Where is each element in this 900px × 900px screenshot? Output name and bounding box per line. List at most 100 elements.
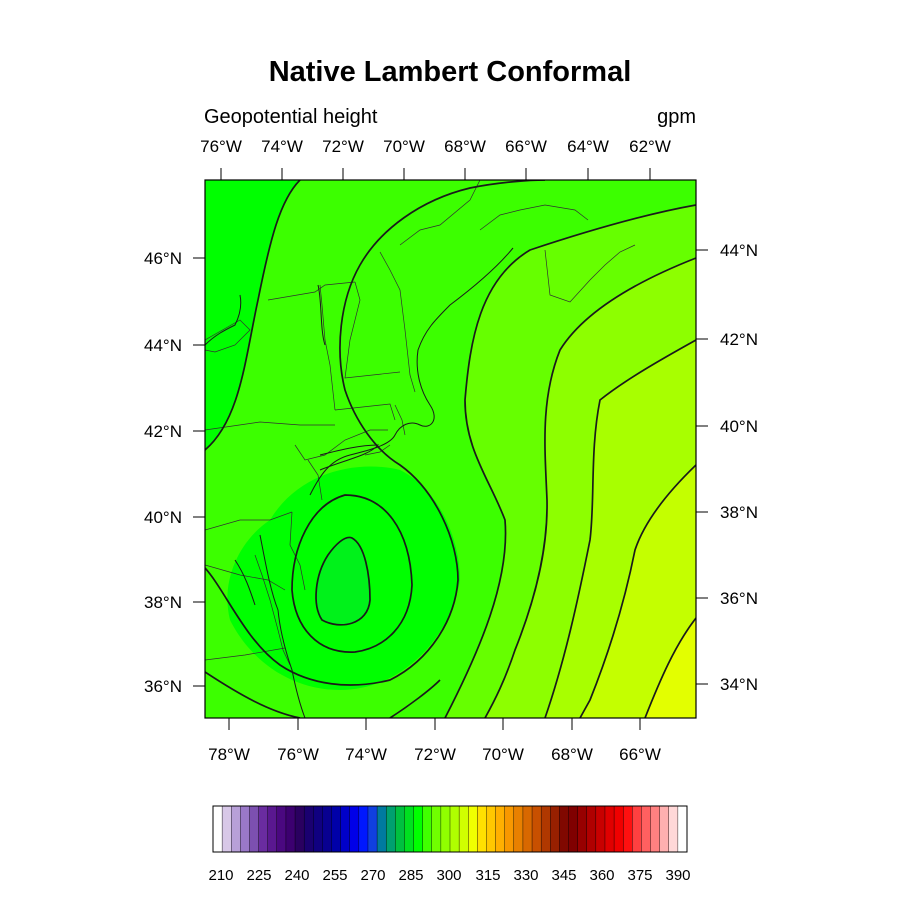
- colorbar-label: 300: [436, 867, 461, 884]
- lon-label: 74°W: [261, 137, 303, 156]
- colorbar-box: [258, 805, 269, 853]
- lon-label: 78°W: [208, 745, 250, 764]
- colorbar-box: [440, 805, 451, 853]
- colorbar-box: [604, 805, 615, 853]
- lat-label: 42°N: [720, 330, 758, 349]
- lat-label: 36°N: [144, 677, 182, 696]
- colorbar-box: [331, 805, 342, 853]
- colorbar-label: 345: [551, 867, 576, 884]
- band-8: [645, 618, 696, 718]
- colorbar-box: [531, 805, 542, 853]
- colorbar-box: [559, 805, 570, 853]
- lon-label: 66°W: [619, 745, 661, 764]
- colorbar-box: [376, 805, 387, 853]
- colorbar-box: [413, 805, 424, 853]
- colorbar-box: [632, 805, 642, 853]
- colorbar-box: [431, 805, 442, 853]
- lat-label: 42°N: [144, 422, 182, 441]
- bottom-lon-labels: 78°W 76°W 74°W 72°W 70°W 68°W 66°W: [208, 745, 661, 764]
- colorbar-box: [522, 805, 533, 853]
- colorbar-box: [577, 805, 588, 853]
- plot-title: Native Lambert Conformal: [268, 56, 632, 88]
- lon-label: 70°W: [383, 137, 425, 156]
- boundaries: [205, 180, 636, 666]
- colorbar-box: [504, 805, 515, 853]
- variable-name: Geopotential height: [204, 106, 378, 128]
- colorbar-label: 375: [627, 867, 652, 884]
- lat-label: 34°N: [720, 675, 758, 694]
- lon-label: 64°W: [567, 137, 609, 156]
- lon-label: 62°W: [629, 137, 671, 156]
- colorbar-label: 270: [360, 867, 385, 884]
- lat-label: 40°N: [144, 508, 182, 527]
- colorbar-box: [294, 805, 305, 853]
- colorbar-box: [313, 805, 323, 853]
- colorbar-box: [458, 805, 469, 853]
- colorbar-box: [641, 805, 652, 853]
- colorbar-label: 330: [513, 867, 538, 884]
- colorbar-label: 210: [208, 867, 233, 884]
- lat-label: 36°N: [720, 589, 758, 608]
- colorbar-box: [404, 805, 415, 853]
- lat-label: 44°N: [720, 241, 758, 260]
- colorbar: [212, 805, 688, 853]
- colorbar-box: [267, 805, 278, 853]
- colorbar-box: [550, 805, 560, 853]
- axis-ticks: [193, 168, 708, 730]
- lon-label: 76°W: [200, 137, 242, 156]
- colorbar-box: [322, 805, 332, 853]
- colorbar-label: 240: [284, 867, 309, 884]
- left-lat-labels: 46°N 44°N 42°N 40°N 38°N 36°N: [144, 249, 182, 696]
- lon-label: 76°W: [277, 745, 319, 764]
- lon-label: 66°W: [505, 137, 547, 156]
- lon-label: 72°W: [322, 137, 364, 156]
- colorbar-box: [540, 805, 551, 853]
- lon-label: 72°W: [414, 745, 456, 764]
- colorbar-box: [249, 805, 260, 853]
- colorbar-label: 315: [475, 867, 500, 884]
- lat-label: 44°N: [144, 336, 182, 355]
- colorbar-box: [486, 805, 497, 853]
- lon-label: 68°W: [551, 745, 593, 764]
- colorbar-box: [650, 805, 661, 853]
- colorbar-box: [449, 805, 460, 853]
- colorbar-box: [212, 805, 223, 853]
- colorbar-box: [422, 805, 433, 853]
- colorbar-box: [468, 805, 478, 853]
- map-frame: [204, 179, 697, 719]
- colorbar-box: [340, 805, 351, 853]
- colorbar-frame: [212, 805, 688, 853]
- colorbar-box: [367, 805, 378, 853]
- lon-label: 68°W: [444, 137, 486, 156]
- band-1-inner: [316, 537, 370, 625]
- colorbar-box: [586, 805, 597, 853]
- colorbar-label: 360: [589, 867, 614, 884]
- colorbar-box: [659, 805, 670, 853]
- top-lon-labels: 76°W 74°W 72°W 70°W 68°W 66°W 64°W 62°W: [200, 137, 671, 156]
- colorbar-box: [477, 805, 487, 853]
- lon-label: 70°W: [482, 745, 524, 764]
- colorbar-label: 225: [246, 867, 271, 884]
- band-7: [580, 465, 696, 718]
- colorbar-box: [513, 805, 524, 853]
- colorbar-box: [285, 805, 296, 853]
- lat-label: 40°N: [720, 417, 758, 436]
- colorbar-box: [221, 805, 232, 853]
- colorbar-box: [385, 805, 396, 853]
- units-label: gpm: [657, 106, 696, 128]
- colorbar-box: [495, 805, 506, 853]
- colorbar-box: [595, 805, 606, 853]
- colorbar-box: [568, 805, 579, 853]
- lat-label: 46°N: [144, 249, 182, 268]
- colorbar-box: [358, 805, 369, 853]
- lat-label: 38°N: [720, 503, 758, 522]
- lat-label: 38°N: [144, 593, 182, 612]
- map-plot-area: [205, 180, 696, 718]
- contour-lines: [205, 180, 696, 718]
- colorbar-label: 255: [322, 867, 347, 884]
- colorbar-box: [349, 805, 360, 853]
- colorbar-label: 285: [398, 867, 423, 884]
- colorbar-box: [622, 805, 633, 853]
- colorbar-box: [303, 805, 314, 853]
